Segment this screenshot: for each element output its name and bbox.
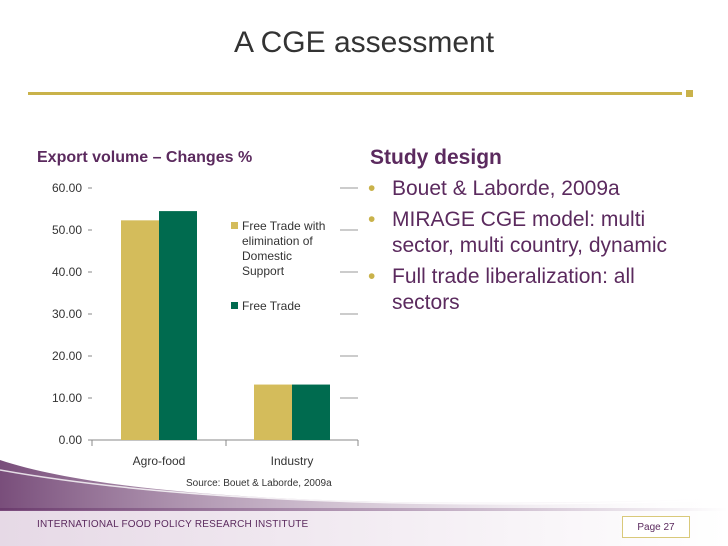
bar <box>159 211 197 440</box>
title-divider-end-square <box>686 90 693 97</box>
bar <box>121 220 159 440</box>
legend-swatch <box>231 222 238 229</box>
legend-label: elimination of <box>242 234 313 248</box>
x-category-label: Agro-food <box>133 454 186 468</box>
y-tick-label: 20.00 <box>52 349 82 363</box>
y-tick-label: 50.00 <box>52 223 82 237</box>
y-tick-label: 10.00 <box>52 391 82 405</box>
bullet-text: MIRAGE CGE model: multi sector, multi co… <box>392 208 668 257</box>
legend-swatch <box>231 302 238 309</box>
y-tick-label: 30.00 <box>52 307 82 321</box>
footer-swoosh <box>0 460 728 510</box>
bullet-dot-icon: • <box>368 177 376 200</box>
legend-label: Free Trade <box>242 299 301 313</box>
x-category-label: Industry <box>271 454 314 468</box>
title-divider <box>28 92 682 95</box>
page-number-badge: Page 27 <box>622 516 690 538</box>
bar <box>292 384 330 440</box>
legend-label: Support <box>242 264 285 278</box>
y-tick-label: 60.00 <box>52 181 82 195</box>
bullet-item: • Bouet & Laborde, 2009a <box>366 176 706 202</box>
bullet-item: • Full trade liberalization: all sectors <box>366 264 706 316</box>
bullet-dot-icon: • <box>368 265 376 288</box>
study-design-heading: Study design <box>370 146 502 169</box>
slide-title: A CGE assessment <box>233 26 495 59</box>
y-tick-label: 0.00 <box>59 433 83 447</box>
legend-label: Domestic <box>242 249 292 263</box>
chart-heading: Export volume – Changes % <box>37 149 253 166</box>
study-design-bullets: • Bouet & Laborde, 2009a • MIRAGE CGE mode… <box>366 176 706 321</box>
source-note: Source: Bouet & Laborde, 2009a <box>186 478 332 489</box>
bullet-text: Full trade liberalization: all sectors <box>392 265 635 314</box>
bar <box>254 384 292 440</box>
bullet-text: Bouet & Laborde, 2009a <box>392 177 620 200</box>
y-tick-label: 40.00 <box>52 265 82 279</box>
page-number: Page 27 <box>637 521 675 533</box>
legend-label: Free Trade with <box>242 219 325 233</box>
footer-institute: INTERNATIONAL FOOD POLICY RESEARCH INSTI… <box>37 519 309 530</box>
bullet-dot-icon: • <box>368 208 376 231</box>
bullet-item: • MIRAGE CGE model: multi sector, multi c… <box>366 207 706 259</box>
